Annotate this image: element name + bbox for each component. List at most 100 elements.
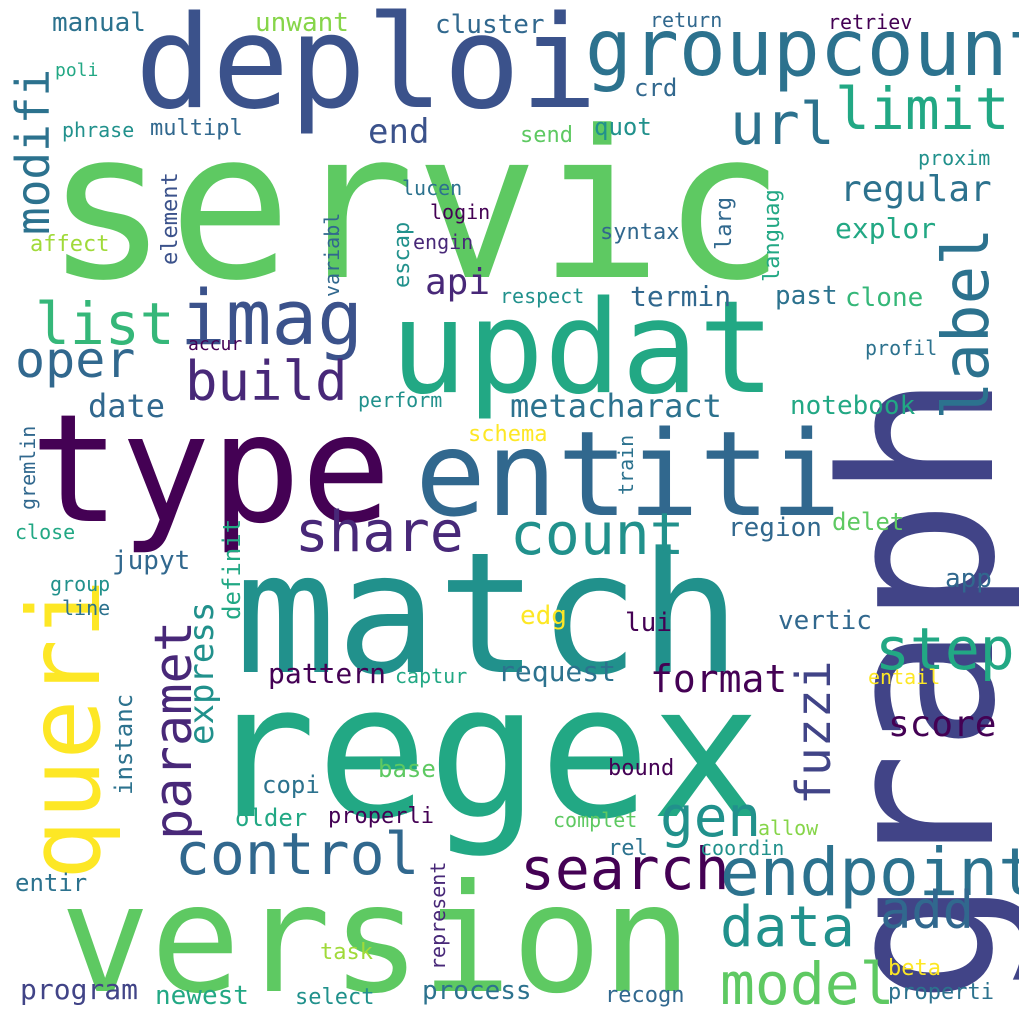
word-count: count: [510, 500, 685, 568]
word-line: line: [62, 596, 111, 620]
word-limit: limit: [835, 75, 1010, 143]
word-properli: properli: [328, 804, 434, 829]
word-add: add: [880, 881, 974, 941]
word-control: control: [175, 820, 420, 888]
word-larg: larg: [712, 197, 737, 250]
word-train: train: [614, 434, 638, 495]
word-crd: crd: [634, 74, 678, 102]
word-proxim: proxim: [918, 146, 991, 170]
word-lui: lui: [625, 608, 672, 638]
word-beta: beta: [888, 956, 941, 981]
word-servic: servic: [45, 88, 786, 326]
word-version: version: [60, 853, 693, 1019]
word-bound: bound: [608, 756, 675, 781]
word-element: element: [158, 172, 183, 265]
word-profil: profil: [865, 336, 938, 360]
word-metacharact: metacharact: [510, 387, 722, 425]
word-termin: termin: [630, 280, 732, 313]
word-allow: allow: [758, 816, 819, 840]
word-quot: quot: [594, 113, 652, 141]
word-older: older: [235, 804, 308, 832]
word-instanc: instanc: [110, 693, 138, 795]
word-cluster: cluster: [435, 10, 545, 40]
word-step: step: [875, 615, 1015, 683]
word-task: task: [320, 940, 373, 965]
word-share: share: [295, 500, 464, 565]
word-engin: engin: [413, 230, 474, 254]
word-app: app: [945, 564, 992, 594]
word-regex: regex: [205, 644, 762, 860]
word-send: send: [520, 123, 573, 148]
word-poli: poli: [55, 60, 99, 81]
word-accur: accur: [188, 334, 243, 355]
word-definit: definit: [218, 518, 246, 620]
word-url: url: [730, 90, 835, 158]
word-affect: affect: [30, 232, 110, 257]
word-model: model: [720, 950, 895, 1018]
word-explor: explor: [835, 212, 937, 245]
word-newest: newest: [155, 981, 249, 1011]
word-base: base: [378, 755, 436, 783]
word-perform: perform: [358, 388, 443, 412]
word-login: login: [430, 200, 491, 224]
word-updat: updat: [390, 274, 776, 423]
word-phrase: phrase: [62, 118, 135, 142]
word-edg: edg: [520, 601, 567, 631]
word-languag: languag: [760, 189, 785, 282]
word-regular: regular: [840, 169, 992, 210]
word-gremlin: gremlin: [16, 425, 40, 510]
word-escap: escap: [390, 221, 415, 288]
word-captur: captur: [395, 664, 468, 688]
word-return: return: [650, 8, 723, 32]
word-retriev: retriev: [828, 10, 913, 34]
word-program: program: [20, 973, 139, 1006]
word-format: format: [650, 657, 788, 701]
word-properti: properti: [888, 980, 994, 1005]
word-request: request: [498, 655, 617, 688]
word-manual: manual: [52, 8, 146, 38]
word-entiti: entiti: [415, 405, 842, 543]
word-represent: represent: [426, 861, 450, 970]
word-close: close: [15, 520, 76, 544]
word-deploi: deploi: [135, 0, 598, 138]
word-complet: complet: [553, 808, 638, 832]
word-clone: clone: [845, 283, 924, 313]
word-process: process: [422, 976, 532, 1006]
word-type: type: [30, 383, 392, 557]
word-delet: delet: [832, 508, 905, 536]
word-oper: oper: [15, 331, 136, 389]
word-list: list: [35, 290, 175, 358]
word-group: group: [50, 572, 111, 596]
word-notebook: notebook: [790, 391, 916, 421]
word-entail: entail: [868, 665, 941, 689]
word-modifi: modifi: [6, 68, 60, 235]
word-respect: respect: [500, 284, 585, 308]
word-copi: copi: [262, 771, 320, 799]
word-past: past: [775, 281, 838, 311]
word-jupyt: jupyt: [112, 546, 191, 576]
word-date: date: [88, 387, 166, 425]
word-coordin: coordin: [700, 836, 785, 860]
word-groupcount: groupcount: [585, 4, 1019, 94]
word-schema: schema: [468, 422, 548, 447]
word-imag: imag: [180, 273, 364, 362]
word-select: select: [295, 985, 375, 1010]
word-end: end: [368, 112, 430, 152]
word-vertic: vertic: [778, 606, 872, 636]
word-pattern: pattern: [268, 657, 387, 690]
word-fuzzi: fuzzi: [786, 660, 842, 806]
word-label: label: [930, 227, 1004, 420]
word-recogn: recogn: [605, 983, 685, 1008]
word-variabl: variabl: [320, 212, 344, 297]
word-multipl: multipl: [150, 116, 243, 141]
word-match: match: [235, 516, 741, 712]
word-entir: entir: [15, 869, 88, 897]
word-score: score: [888, 704, 997, 745]
word-express: express: [182, 601, 222, 745]
word-lucen: lucen: [402, 176, 463, 200]
word-data: data: [720, 895, 855, 960]
word-region: region: [728, 513, 822, 543]
word-build: build: [185, 350, 348, 413]
word-search: search: [520, 835, 730, 903]
